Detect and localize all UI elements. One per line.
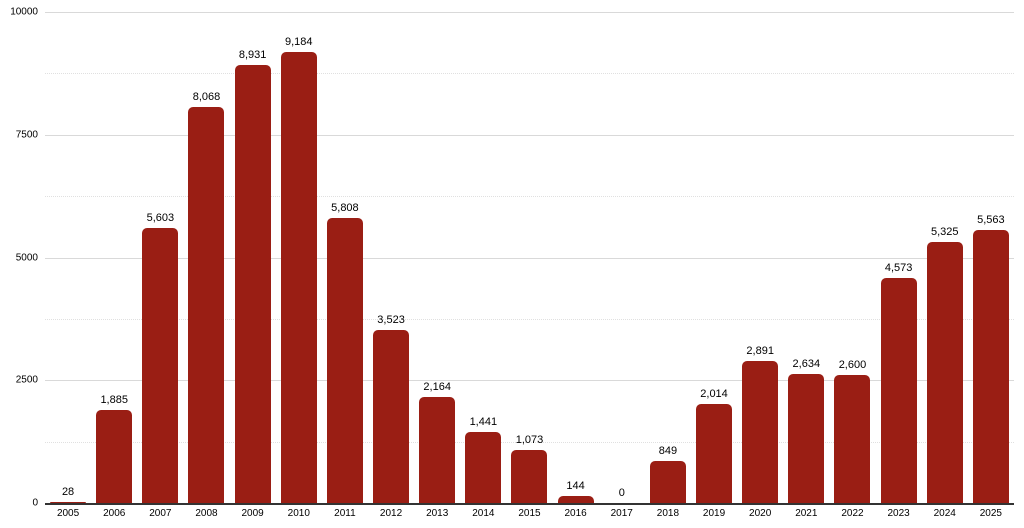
bar-value-label: 5,603 xyxy=(146,211,175,224)
x-tick-label-2023: 2023 xyxy=(887,508,910,519)
bar-column-2015: 1,073 xyxy=(506,12,552,503)
bar-2014[interactable] xyxy=(465,432,502,503)
bar-column-2022: 2,600 xyxy=(829,12,875,503)
bar-2007[interactable] xyxy=(142,227,179,503)
x-tick-label-2019: 2019 xyxy=(702,508,726,519)
bar-2023[interactable] xyxy=(880,278,917,503)
x-tick-label-2015: 2015 xyxy=(518,508,541,519)
bar-2009[interactable] xyxy=(234,64,271,503)
bar-2024[interactable] xyxy=(926,241,963,503)
x-tick-label-2017: 2017 xyxy=(610,508,633,519)
bar-value-label: 5,808 xyxy=(331,201,359,214)
y-axis: 0 2500 5000 7500 10000 xyxy=(0,7,38,509)
bar-value-label: 4,573 xyxy=(884,262,913,275)
bar-column-2023: 4,573 xyxy=(876,12,922,503)
x-tick-label-2013: 2013 xyxy=(426,508,449,519)
x-tick-label-2014: 2014 xyxy=(472,508,495,519)
bar-2008[interactable] xyxy=(188,106,225,503)
bar-2020[interactable] xyxy=(742,361,779,503)
x-tick-label-2008: 2008 xyxy=(195,508,218,519)
bar-value-label: 144 xyxy=(566,479,585,492)
bar-value-label: 3,523 xyxy=(377,314,405,327)
bar-2018[interactable] xyxy=(649,461,686,503)
bar-column-2006: 1,885 xyxy=(91,12,137,503)
x-tick-label-2018: 2018 xyxy=(656,508,680,519)
bar-value-label: 2,014 xyxy=(700,388,728,401)
bar-column-2008: 8,068 xyxy=(183,12,229,503)
bar-column-2024: 5,325 xyxy=(922,12,968,503)
bar-column-2012: 3,523 xyxy=(368,12,414,503)
plot-area: 28 1,885 5,603 8,068 8,931 9,184 5,808 3,523 2,1… xyxy=(45,12,1014,505)
bar-2013[interactable] xyxy=(419,396,456,503)
bar-value-label: 2,634 xyxy=(792,357,821,370)
x-tick-label-2012: 2012 xyxy=(379,508,403,519)
x-tick-label-2010: 2010 xyxy=(287,508,310,519)
bar-column-2019: 2,014 xyxy=(691,12,737,503)
bar-2015[interactable] xyxy=(511,450,548,503)
x-tick-label-2006: 2006 xyxy=(103,508,126,519)
bar-value-label: 8,931 xyxy=(238,48,267,61)
bar-series: 28 1,885 5,603 8,068 8,931 9,184 5,808 3,523 2,1… xyxy=(45,12,1014,503)
bar-2016[interactable] xyxy=(557,495,594,503)
bar-value-label: 28 xyxy=(61,485,75,498)
bar-value-label: 849 xyxy=(658,445,678,458)
bar-2021[interactable] xyxy=(788,373,825,503)
x-axis: 2005 2006 2007 2008 2009 2010 2011 2012 2013 2014… xyxy=(45,508,1014,524)
bar-value-label: 8,068 xyxy=(192,90,221,103)
bar-2025[interactable] xyxy=(972,229,1009,503)
x-tick-label-2009: 2009 xyxy=(241,508,264,519)
bar-column-2010: 9,184 xyxy=(276,12,322,503)
bar-column-2016: 144 xyxy=(553,12,599,503)
x-tick-label-2016: 2016 xyxy=(564,508,587,519)
x-tick-label-2007: 2007 xyxy=(149,508,172,519)
bar-value-label: 2,600 xyxy=(838,359,867,372)
bar-value-label: 5,563 xyxy=(977,213,1005,226)
bar-column-2014: 1,441 xyxy=(460,12,506,503)
y-tick-label: 10000 xyxy=(10,6,38,18)
bar-column-2011: 5,808 xyxy=(322,12,368,503)
x-tick-label-2022: 2022 xyxy=(841,508,864,519)
bar-column-2025: 5,563 xyxy=(968,12,1014,503)
y-tick-label: 7500 xyxy=(15,129,38,141)
bar-value-label: 5,325 xyxy=(930,225,959,238)
bar-2006[interactable] xyxy=(96,410,133,503)
bar-2019[interactable] xyxy=(696,404,733,503)
bar-value-label: 9,184 xyxy=(285,36,313,49)
bar-column-2017: 0 xyxy=(599,12,645,503)
x-tick-label-2024: 2024 xyxy=(933,508,956,519)
y-tick-label: 5000 xyxy=(15,252,38,263)
bar-column-2005: 28 xyxy=(45,12,91,503)
y-tick-label: 2500 xyxy=(15,374,38,386)
bar-2012[interactable] xyxy=(373,330,410,503)
bar-value-label: 1,885 xyxy=(100,394,128,407)
bar-column-2009: 8,931 xyxy=(230,12,276,503)
bar-2022[interactable] xyxy=(834,375,871,503)
y-tick-label: 0 xyxy=(32,497,38,509)
bar-2005[interactable] xyxy=(50,501,87,503)
x-tick-label-2021: 2021 xyxy=(795,508,818,519)
x-tick-label-2025: 2025 xyxy=(979,508,1002,519)
bar-value-label: 2,164 xyxy=(423,380,451,393)
bar-column-2020: 2,891 xyxy=(737,12,783,503)
bar-2010[interactable] xyxy=(280,52,317,503)
x-tick-label-2011: 2011 xyxy=(334,508,356,519)
bar-column-2018: 849 xyxy=(645,12,691,503)
bar-value-label: 2,891 xyxy=(746,345,774,358)
bar-value-label: 1,073 xyxy=(515,434,544,447)
x-tick-label-2020: 2020 xyxy=(749,508,772,519)
bar-column-2007: 5,603 xyxy=(137,12,183,503)
bar-column-2013: 2,164 xyxy=(414,12,460,503)
bar-column-2021: 2,634 xyxy=(783,12,829,503)
bar-value-label: 0 xyxy=(618,487,625,499)
bar-value-label: 1,441 xyxy=(469,416,498,429)
bar-2011[interactable] xyxy=(326,217,363,503)
x-tick-label-2005: 2005 xyxy=(56,508,80,519)
